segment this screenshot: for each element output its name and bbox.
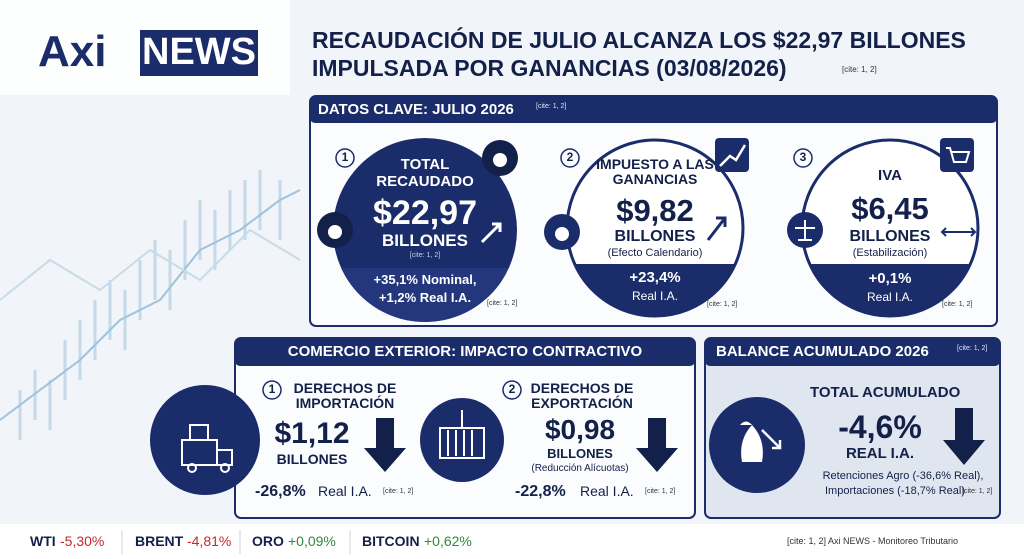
badge-number: 2 [566, 150, 574, 164]
container-icon [439, 410, 485, 459]
stat-unit: BILLONES [382, 231, 468, 250]
ticker-separators [121, 530, 351, 554]
badge-number: 1 [268, 382, 276, 396]
ticker-value: -4,81% [187, 533, 232, 549]
ticker-name: BITCOIN [362, 533, 420, 549]
stat-value: -4,6% [838, 409, 922, 445]
stat-unit: BILLONES [614, 228, 696, 245]
cite: [cite: 1, 2] [536, 103, 567, 110]
headline: IMPULSADA POR GANANCIAS (03/08/2026) [312, 55, 787, 81]
ticker-name: ORO [252, 533, 284, 549]
stat-label: TOTAL RECAUDADO [376, 156, 474, 190]
cite: [cite: 1, 2] [409, 252, 441, 259]
ticker-value: +0,62% [424, 533, 472, 549]
panel-title: BALANCE ACUMULADO 2026 [716, 343, 929, 360]
ticker-value: +0,09% [288, 533, 336, 549]
stat-label: IMPUESTO A LAS GANANCIAS [596, 156, 714, 188]
cite: [cite: 1, 2] [962, 488, 993, 495]
number-badges [262, 380, 522, 400]
stat-unit: BILLONES [849, 228, 931, 245]
truck-icon [181, 424, 233, 473]
number-badges [335, 148, 813, 168]
stat-unit: BILLONES [547, 446, 613, 461]
balance-header [705, 338, 1000, 366]
ticker-name: WTI [30, 533, 56, 549]
stat-change: Real I.A. [631, 289, 679, 303]
stat-change: Real I.A. [866, 290, 914, 304]
stat-note: Importaciones (-18,7% Real) [824, 485, 965, 497]
logo-box [140, 30, 258, 76]
stat-unit: BILLONES [276, 451, 348, 467]
logo-axi: Axi [38, 27, 107, 76]
stat-value: $0,98 [544, 414, 616, 445]
badge-number: 1 [341, 150, 349, 164]
ticker-bar [0, 524, 1024, 559]
headline: RECAUDACIÓN DE JULIO ALCANZA LOS $22,97 … [312, 27, 966, 53]
stat-value: $1,12 [274, 417, 350, 450]
stat-change: -22,8% [515, 483, 566, 500]
stat-label: DERECHOS DE EXPORTACIÓN [530, 380, 634, 412]
cite: [cite: 1, 2] [957, 345, 988, 352]
badge-number: 3 [799, 150, 807, 164]
stat-label: IVA [878, 167, 902, 184]
down-arrow [943, 408, 985, 465]
stat-unit: REAL I.A. [845, 445, 915, 462]
logo-news: NEWS [142, 31, 256, 73]
panel-title: COMERCIO EXTERIOR: IMPACTO CONTRACTIVO [287, 343, 643, 360]
cite: [cite: 1, 2] [942, 301, 973, 308]
stat-value: $6,45 [851, 191, 929, 226]
stat-note: (Estabilización) [852, 247, 928, 259]
export-icon [420, 398, 504, 482]
stat-change-label: Real I.A. [318, 483, 372, 499]
stat-label: TOTAL ACUMULADO [810, 384, 961, 401]
stat-change: +1,2% Real I.A. [378, 290, 472, 305]
stat-note: Retenciones Agro (-36,6% Real), [822, 470, 984, 482]
down-arrow [364, 418, 406, 472]
stat-note: (Reducción Alícuotas) [531, 463, 629, 474]
footer-credit: [cite: 1, 2] Axi NEWS - Monitoreo Tribut… [787, 536, 959, 546]
stat-change: +35,1% Nominal, [373, 272, 477, 287]
background-trend [0, 228, 301, 301]
stat-change: +0,1% [868, 270, 912, 287]
stat-note: (Efecto Calendario) [607, 247, 703, 259]
stat-change-label: Real I.A. [580, 483, 634, 499]
trend-icon [761, 429, 782, 450]
trade-header [235, 338, 695, 366]
stat-value: $9,82 [616, 193, 694, 228]
panel-title: DATOS CLAVE: JULIO 2026 [318, 101, 514, 118]
ticker-name: BRENT [135, 533, 184, 549]
key-header [310, 96, 997, 123]
ticker-value: -5,30% [60, 533, 105, 549]
stat-change: -26,8% [255, 483, 306, 500]
stat-label: DERECHOS DE IMPORTACIÓN [293, 380, 397, 412]
stat-value: $22,97 [373, 194, 477, 232]
cite: [cite: 1, 2] [487, 300, 518, 307]
bag-icon [740, 421, 763, 462]
cite: [cite: 1, 2] [645, 488, 676, 495]
icons [317, 138, 977, 250]
cite: [cite: 1, 2] [383, 488, 414, 495]
background-trend [0, 189, 301, 421]
down-arrow [636, 418, 678, 472]
stat-change: +23,4% [629, 269, 681, 286]
cite: [cite: 1, 2] [842, 65, 877, 74]
badge-number: 2 [508, 382, 516, 396]
cite: [cite: 1, 2] [707, 301, 738, 308]
